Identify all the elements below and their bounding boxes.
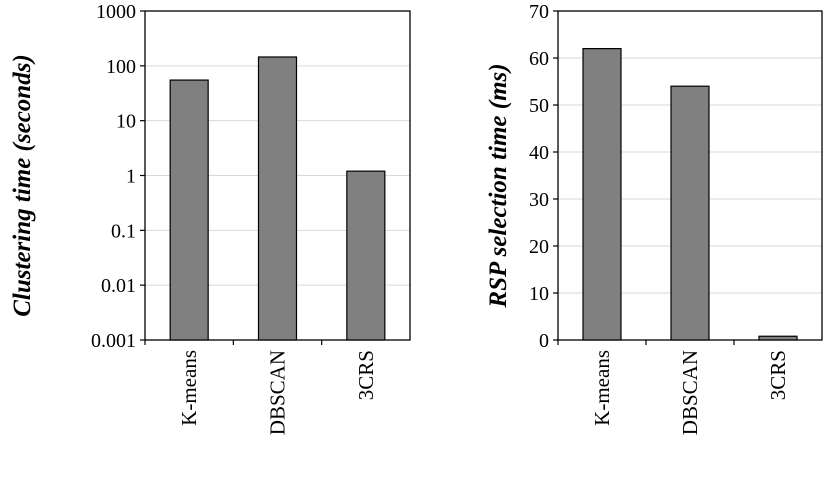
bar-3crs [758,335,798,341]
x-tick-label: K-means [177,350,201,426]
y-tick-label: 20 [529,236,549,258]
y-tick-label: 0.001 [91,330,136,352]
y-tick-label: 50 [529,95,549,117]
y-tick-label: 10 [529,283,549,305]
x-tick-label: 3CRS [766,350,790,400]
y-tick-label: 100 [106,56,136,78]
y-tick-label: 70 [529,1,549,23]
y-tick-label: 30 [529,189,549,211]
bar-k-means [582,47,622,341]
clustering-time-chart: 0.001 0.01 0.1 1 10 100 1000 K-means DBSCAN 3CRS C… [9,1,411,435]
y-tick-label: 60 [529,48,549,70]
y-axis-title: Clustering time (seconds) [9,54,36,317]
y-tick-label: 1000 [96,1,136,23]
bar-k-means [169,79,209,341]
y-tick-label: 10 [116,111,136,133]
bar-dbscan [670,85,710,341]
y-tick-label: 0.01 [101,275,136,297]
rsp-selection-time-chart: 0 10 20 30 40 50 60 70 K-means DBSCAN 3CRS RSP sele… [485,1,823,435]
bar-3crs [346,170,386,341]
y-tick-label: 0.1 [111,220,136,242]
x-tick-label: K-means [590,350,614,426]
y-tick-label: 0 [539,330,549,352]
y-axis-title: RSP selection time (ms) [485,63,512,308]
x-tick-label: DBSCAN [266,350,290,435]
bar-dbscan [257,56,298,341]
y-tick-label: 1 [126,166,136,188]
x-tick-label: DBSCAN [678,350,702,435]
y-tick-label: 40 [529,142,549,164]
x-tick-label: 3CRS [354,350,378,400]
